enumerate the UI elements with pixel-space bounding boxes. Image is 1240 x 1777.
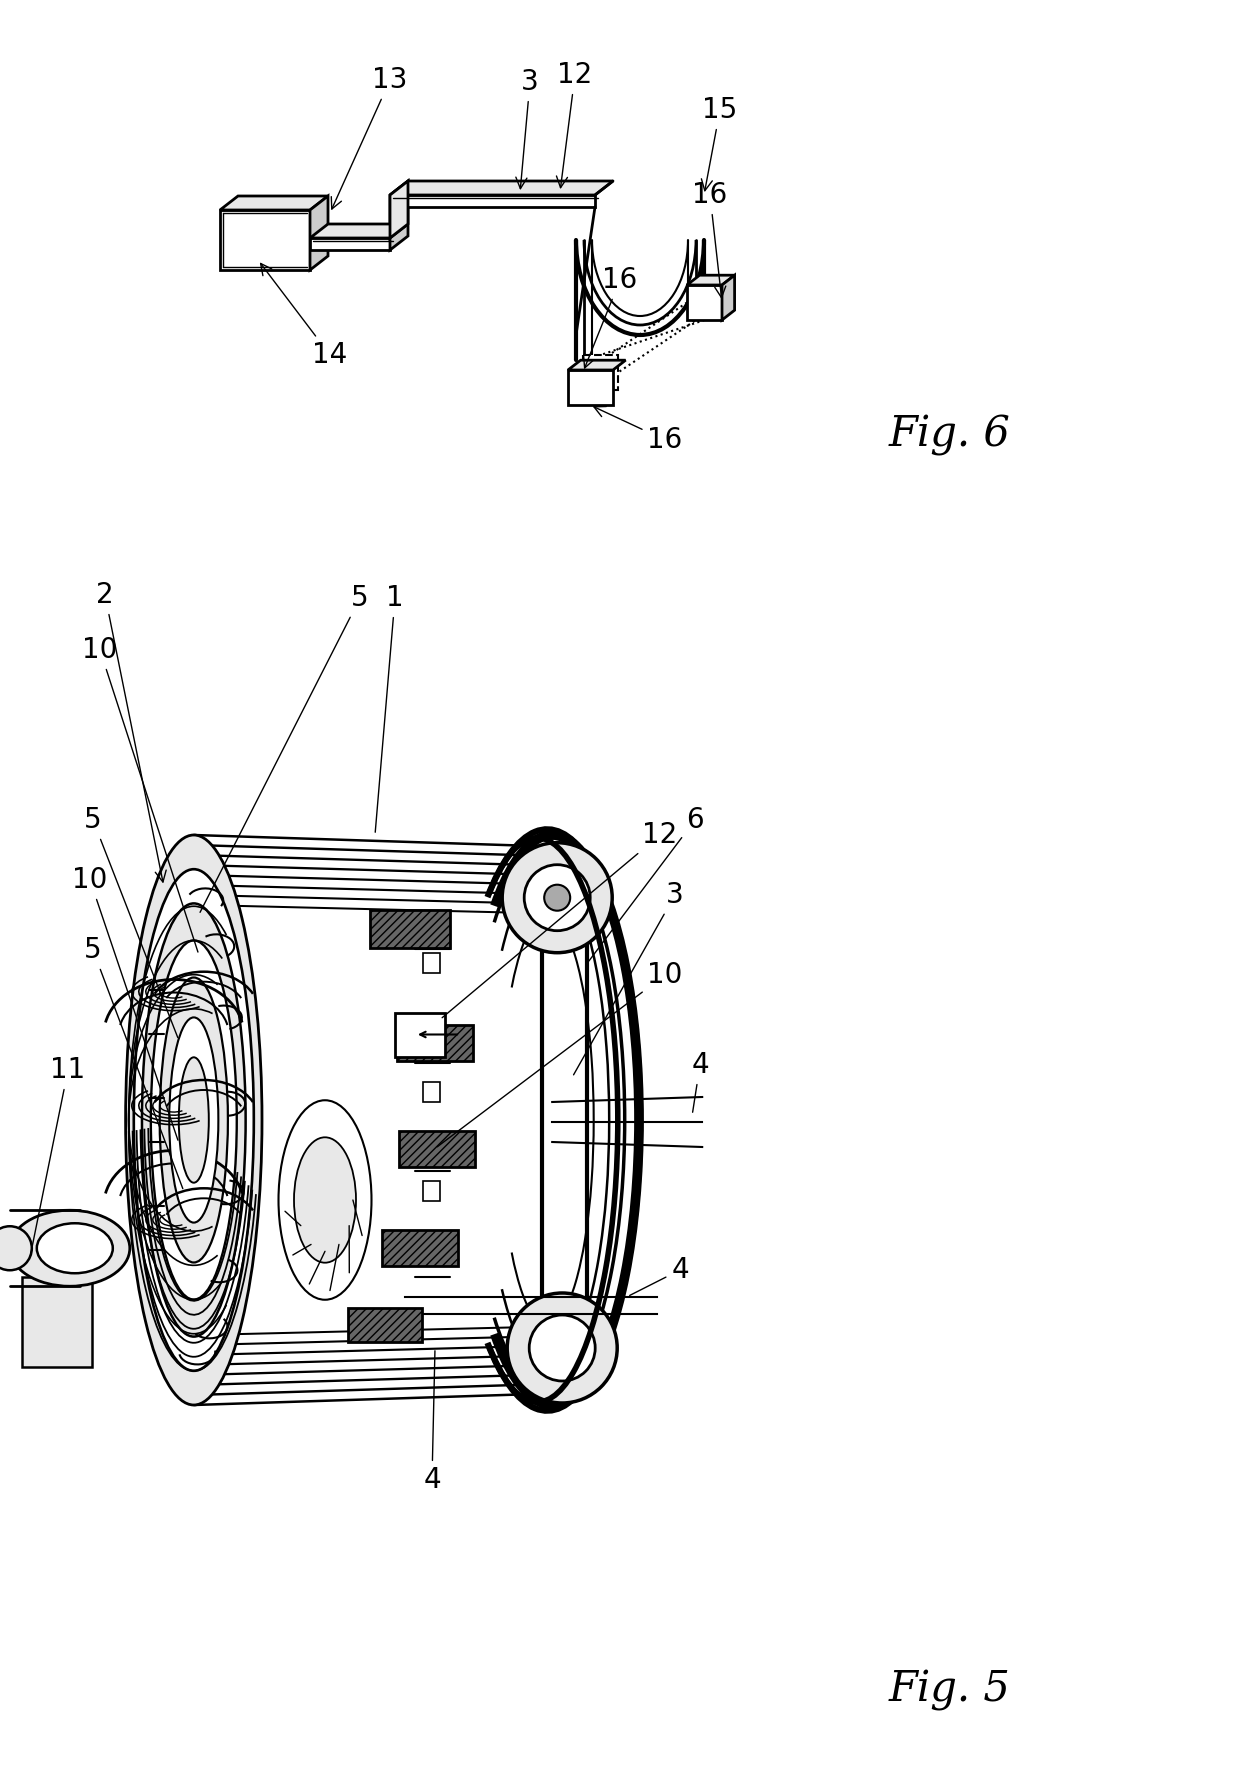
- Polygon shape: [391, 195, 595, 206]
- Ellipse shape: [529, 1315, 595, 1381]
- Text: 3: 3: [574, 881, 684, 1075]
- Polygon shape: [423, 1182, 440, 1201]
- Ellipse shape: [141, 903, 246, 1336]
- Polygon shape: [722, 275, 734, 320]
- Text: 1: 1: [376, 585, 404, 832]
- Ellipse shape: [502, 842, 613, 952]
- Polygon shape: [397, 1025, 472, 1061]
- Ellipse shape: [134, 869, 254, 1370]
- Polygon shape: [370, 910, 450, 949]
- Text: 3: 3: [516, 68, 539, 188]
- Ellipse shape: [507, 1294, 618, 1404]
- Text: 16: 16: [584, 267, 637, 368]
- Ellipse shape: [10, 1210, 130, 1287]
- Text: 10: 10: [72, 865, 177, 1141]
- Ellipse shape: [294, 1137, 356, 1263]
- Polygon shape: [583, 355, 618, 389]
- Text: 12: 12: [557, 60, 593, 188]
- Text: 10: 10: [438, 961, 683, 1146]
- Ellipse shape: [151, 940, 237, 1299]
- Ellipse shape: [37, 1223, 113, 1274]
- Polygon shape: [382, 1230, 458, 1267]
- Polygon shape: [399, 1130, 475, 1166]
- Polygon shape: [396, 1013, 445, 1057]
- Ellipse shape: [525, 865, 590, 931]
- Text: 5: 5: [84, 936, 182, 1189]
- Polygon shape: [568, 370, 613, 405]
- Polygon shape: [310, 238, 391, 251]
- Ellipse shape: [0, 1226, 32, 1271]
- Text: 2: 2: [97, 581, 166, 881]
- Polygon shape: [310, 195, 329, 270]
- Text: 16: 16: [692, 181, 728, 299]
- Ellipse shape: [169, 1018, 218, 1223]
- Text: 12: 12: [443, 821, 677, 1018]
- Text: 5: 5: [200, 585, 368, 912]
- Ellipse shape: [160, 977, 228, 1262]
- Polygon shape: [310, 224, 408, 238]
- Ellipse shape: [179, 1057, 208, 1183]
- Polygon shape: [219, 210, 310, 270]
- Text: 4: 4: [630, 1256, 688, 1295]
- Polygon shape: [391, 181, 408, 251]
- Polygon shape: [423, 952, 440, 974]
- Text: 14: 14: [260, 263, 347, 370]
- Text: 10: 10: [82, 636, 198, 952]
- Polygon shape: [687, 275, 734, 284]
- Text: 6: 6: [589, 807, 704, 961]
- Text: 4: 4: [423, 1351, 440, 1494]
- Ellipse shape: [544, 885, 570, 910]
- Polygon shape: [22, 1276, 92, 1367]
- Polygon shape: [219, 195, 329, 210]
- Ellipse shape: [279, 1100, 372, 1299]
- Polygon shape: [391, 181, 613, 195]
- Text: Fig. 6: Fig. 6: [889, 414, 1011, 457]
- Polygon shape: [568, 361, 626, 370]
- Polygon shape: [391, 181, 408, 238]
- Text: 15: 15: [702, 96, 738, 190]
- Ellipse shape: [125, 835, 262, 1406]
- Polygon shape: [687, 284, 722, 320]
- Polygon shape: [348, 1308, 422, 1342]
- Text: 13: 13: [331, 66, 408, 210]
- Text: 16: 16: [594, 407, 683, 453]
- Text: 5: 5: [84, 807, 177, 1038]
- Text: Fig. 5: Fig. 5: [889, 1669, 1011, 1711]
- Text: 4: 4: [691, 1050, 709, 1112]
- Polygon shape: [423, 1082, 440, 1102]
- Text: 11: 11: [30, 1056, 86, 1256]
